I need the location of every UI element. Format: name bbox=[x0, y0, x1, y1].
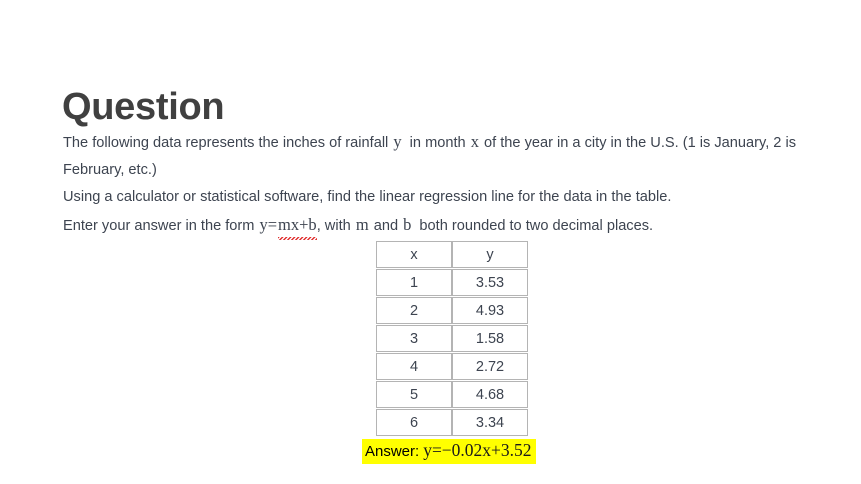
table-row: 2 4.93 bbox=[376, 297, 528, 324]
table-row: 5 4.68 bbox=[376, 381, 528, 408]
table-cell-y: 3.53 bbox=[452, 269, 528, 296]
page-title: Question bbox=[62, 86, 225, 129]
table-row: 1 3.53 bbox=[376, 269, 528, 296]
prose-text-1c: of the year in a city in the U.S. (1 is … bbox=[63, 135, 797, 178]
question-prose: The following data represents the inches… bbox=[63, 128, 853, 240]
table-cell-y: 1.58 bbox=[452, 325, 528, 352]
prose-paragraph-2: Using a calculator or statistical softwa… bbox=[63, 184, 853, 211]
table-cell-x: 3 bbox=[376, 325, 452, 352]
table-cell-y: 2.72 bbox=[452, 353, 528, 380]
prose-text-2: Using a calculator or statistical softwa… bbox=[63, 189, 672, 205]
table-cell-x: 4 bbox=[376, 353, 452, 380]
prose-paragraph-1: The following data represents the inches… bbox=[63, 128, 853, 184]
table-header-row: x y bbox=[376, 241, 528, 268]
prose-text-1b: in month bbox=[405, 135, 470, 151]
table-header-y: y bbox=[452, 241, 528, 268]
math-variable-b: b bbox=[403, 215, 412, 234]
math-variable-y: y bbox=[393, 132, 402, 151]
table-cell-y: 3.34 bbox=[452, 409, 528, 436]
table-cell-y: 4.93 bbox=[452, 297, 528, 324]
prose-text-3a: Enter your answer in the form bbox=[63, 218, 259, 234]
prose-text-3c: and bbox=[369, 218, 403, 234]
answer-formula: y=−0.02x+3.52 bbox=[423, 440, 532, 460]
math-variable-x: x bbox=[470, 132, 479, 151]
table-cell-y: 4.68 bbox=[452, 381, 528, 408]
prose-text-3d: both rounded to two decimal places. bbox=[415, 218, 654, 234]
math-equation-mxb: mx+b bbox=[278, 211, 317, 240]
table-row: 6 3.34 bbox=[376, 409, 528, 436]
table-header-x: x bbox=[376, 241, 452, 268]
table-body: 1 3.53 2 4.93 3 1.58 4 2.72 5 4.68 6 3.3… bbox=[376, 269, 528, 436]
table-cell-x: 1 bbox=[376, 269, 452, 296]
math-equation-y-equals: y= bbox=[259, 215, 278, 234]
prose-text-3b: , with bbox=[316, 218, 355, 234]
data-table-container: x y 1 3.53 2 4.93 3 1.58 4 2.72 5 bbox=[376, 240, 528, 437]
table-row: 4 2.72 bbox=[376, 353, 528, 380]
table-cell-x: 6 bbox=[376, 409, 452, 436]
table-cell-x: 5 bbox=[376, 381, 452, 408]
answer-highlight: Answer: y=−0.02x+3.52 bbox=[362, 439, 536, 464]
table-row: 3 1.58 bbox=[376, 325, 528, 352]
table-cell-x: 2 bbox=[376, 297, 452, 324]
math-variable-m: m bbox=[355, 215, 369, 234]
prose-paragraph-3: Enter your answer in the form y=mx+b, wi… bbox=[63, 211, 853, 240]
answer-label: Answer: bbox=[365, 443, 420, 460]
prose-text-1a: The following data represents the inches… bbox=[63, 135, 393, 151]
rainfall-data-table: x y 1 3.53 2 4.93 3 1.58 4 2.72 5 bbox=[376, 240, 528, 437]
